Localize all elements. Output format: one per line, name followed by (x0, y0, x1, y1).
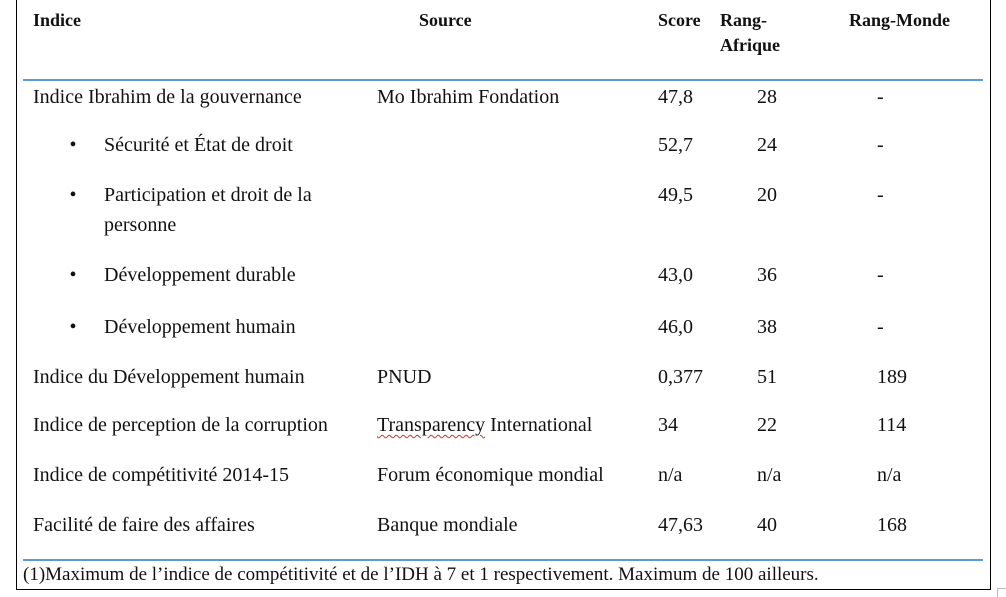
header-rang-afrique-line1: Rang- (720, 10, 768, 30)
cell-indice: Facilité de faire des affaires (33, 514, 255, 536)
cell-rang-monde: - (877, 134, 884, 156)
cell-score: 0,377 (658, 366, 703, 388)
header-indice: Indice (33, 10, 82, 30)
cell-indice: Indice du Développement humain (33, 366, 305, 388)
cell-score: 47,63 (658, 514, 703, 536)
cell-source: Banque mondiale (377, 514, 518, 536)
bullet-icon: • (69, 316, 77, 338)
cell-rang-monde: - (877, 264, 884, 286)
header-score: Score (658, 10, 701, 30)
cell-rang-monde: 189 (877, 366, 907, 388)
cell-indice: Sécurité et État de droit (104, 134, 293, 156)
spellcheck-word: Transparency (377, 414, 486, 436)
cell-rang-monde: - (877, 184, 884, 206)
table-frame: Indice Source Score Rang- Afrique Rang-M… (16, 0, 991, 590)
cell-indice: Indice de perception de la corruption (33, 414, 328, 436)
cell-indice: Indice Ibrahim de la gouvernance (33, 86, 302, 108)
cell-score: 43,0 (658, 264, 693, 286)
cell-source: PNUD (377, 366, 432, 388)
cell-score: 52,7 (658, 134, 693, 156)
cell-rang-afrique: 28 (757, 86, 777, 108)
cell-indice-line2: personne (104, 214, 177, 236)
cell-rang-afrique: 22 (757, 414, 777, 436)
cell-rang-afrique: 38 (757, 316, 777, 338)
bullet-icon: • (69, 134, 77, 156)
cell-rang-afrique: 24 (757, 134, 777, 156)
cell-rang-monde: n/a (877, 464, 902, 486)
cell-indice: Développement durable (104, 264, 296, 286)
source-rest: International (485, 414, 593, 436)
cell-source: Transparency International (377, 410, 592, 440)
cell-source: Mo Ibrahim Fondation (377, 86, 560, 108)
cell-rang-afrique: 40 (757, 514, 777, 536)
cell-rang-afrique: 20 (757, 184, 777, 206)
header-source: Source (419, 10, 472, 30)
cell-score: 46,0 (658, 316, 693, 338)
bullet-icon: • (69, 264, 77, 286)
header-rang-afrique-line2: Afrique (720, 35, 780, 55)
cell-score: 34 (658, 414, 678, 436)
bullet-icon: • (69, 184, 77, 206)
header-rule (23, 79, 983, 81)
cell-score: n/a (658, 464, 683, 486)
cell-rang-afrique: 51 (757, 366, 777, 388)
cell-rang-monde: 114 (877, 414, 907, 436)
table-header: Indice Source Score Rang- Afrique Rang-M… (17, 0, 990, 80)
cell-rang-monde: 168 (877, 514, 907, 536)
cell-score: 49,5 (658, 184, 693, 206)
cell-indice-line1: Participation et droit de la (104, 184, 312, 206)
cell-score: 47,8 (658, 86, 693, 108)
cell-indice: Indice de compétitivité 2014-15 (33, 464, 290, 486)
cell-rang-afrique: n/a (757, 464, 782, 486)
table-footnote: (1)Maximum de l’indice de compétitivité … (23, 564, 819, 585)
header-rang-monde: Rang-Monde (849, 10, 951, 30)
corner-mark (997, 588, 1006, 597)
cell-rang-monde: - (877, 86, 884, 108)
cell-indice: Développement humain (104, 316, 296, 338)
cell-source: Forum économique mondial (377, 464, 604, 486)
footer-rule (23, 559, 983, 561)
cell-rang-afrique: 36 (757, 264, 777, 286)
cell-rang-monde: - (877, 316, 884, 338)
